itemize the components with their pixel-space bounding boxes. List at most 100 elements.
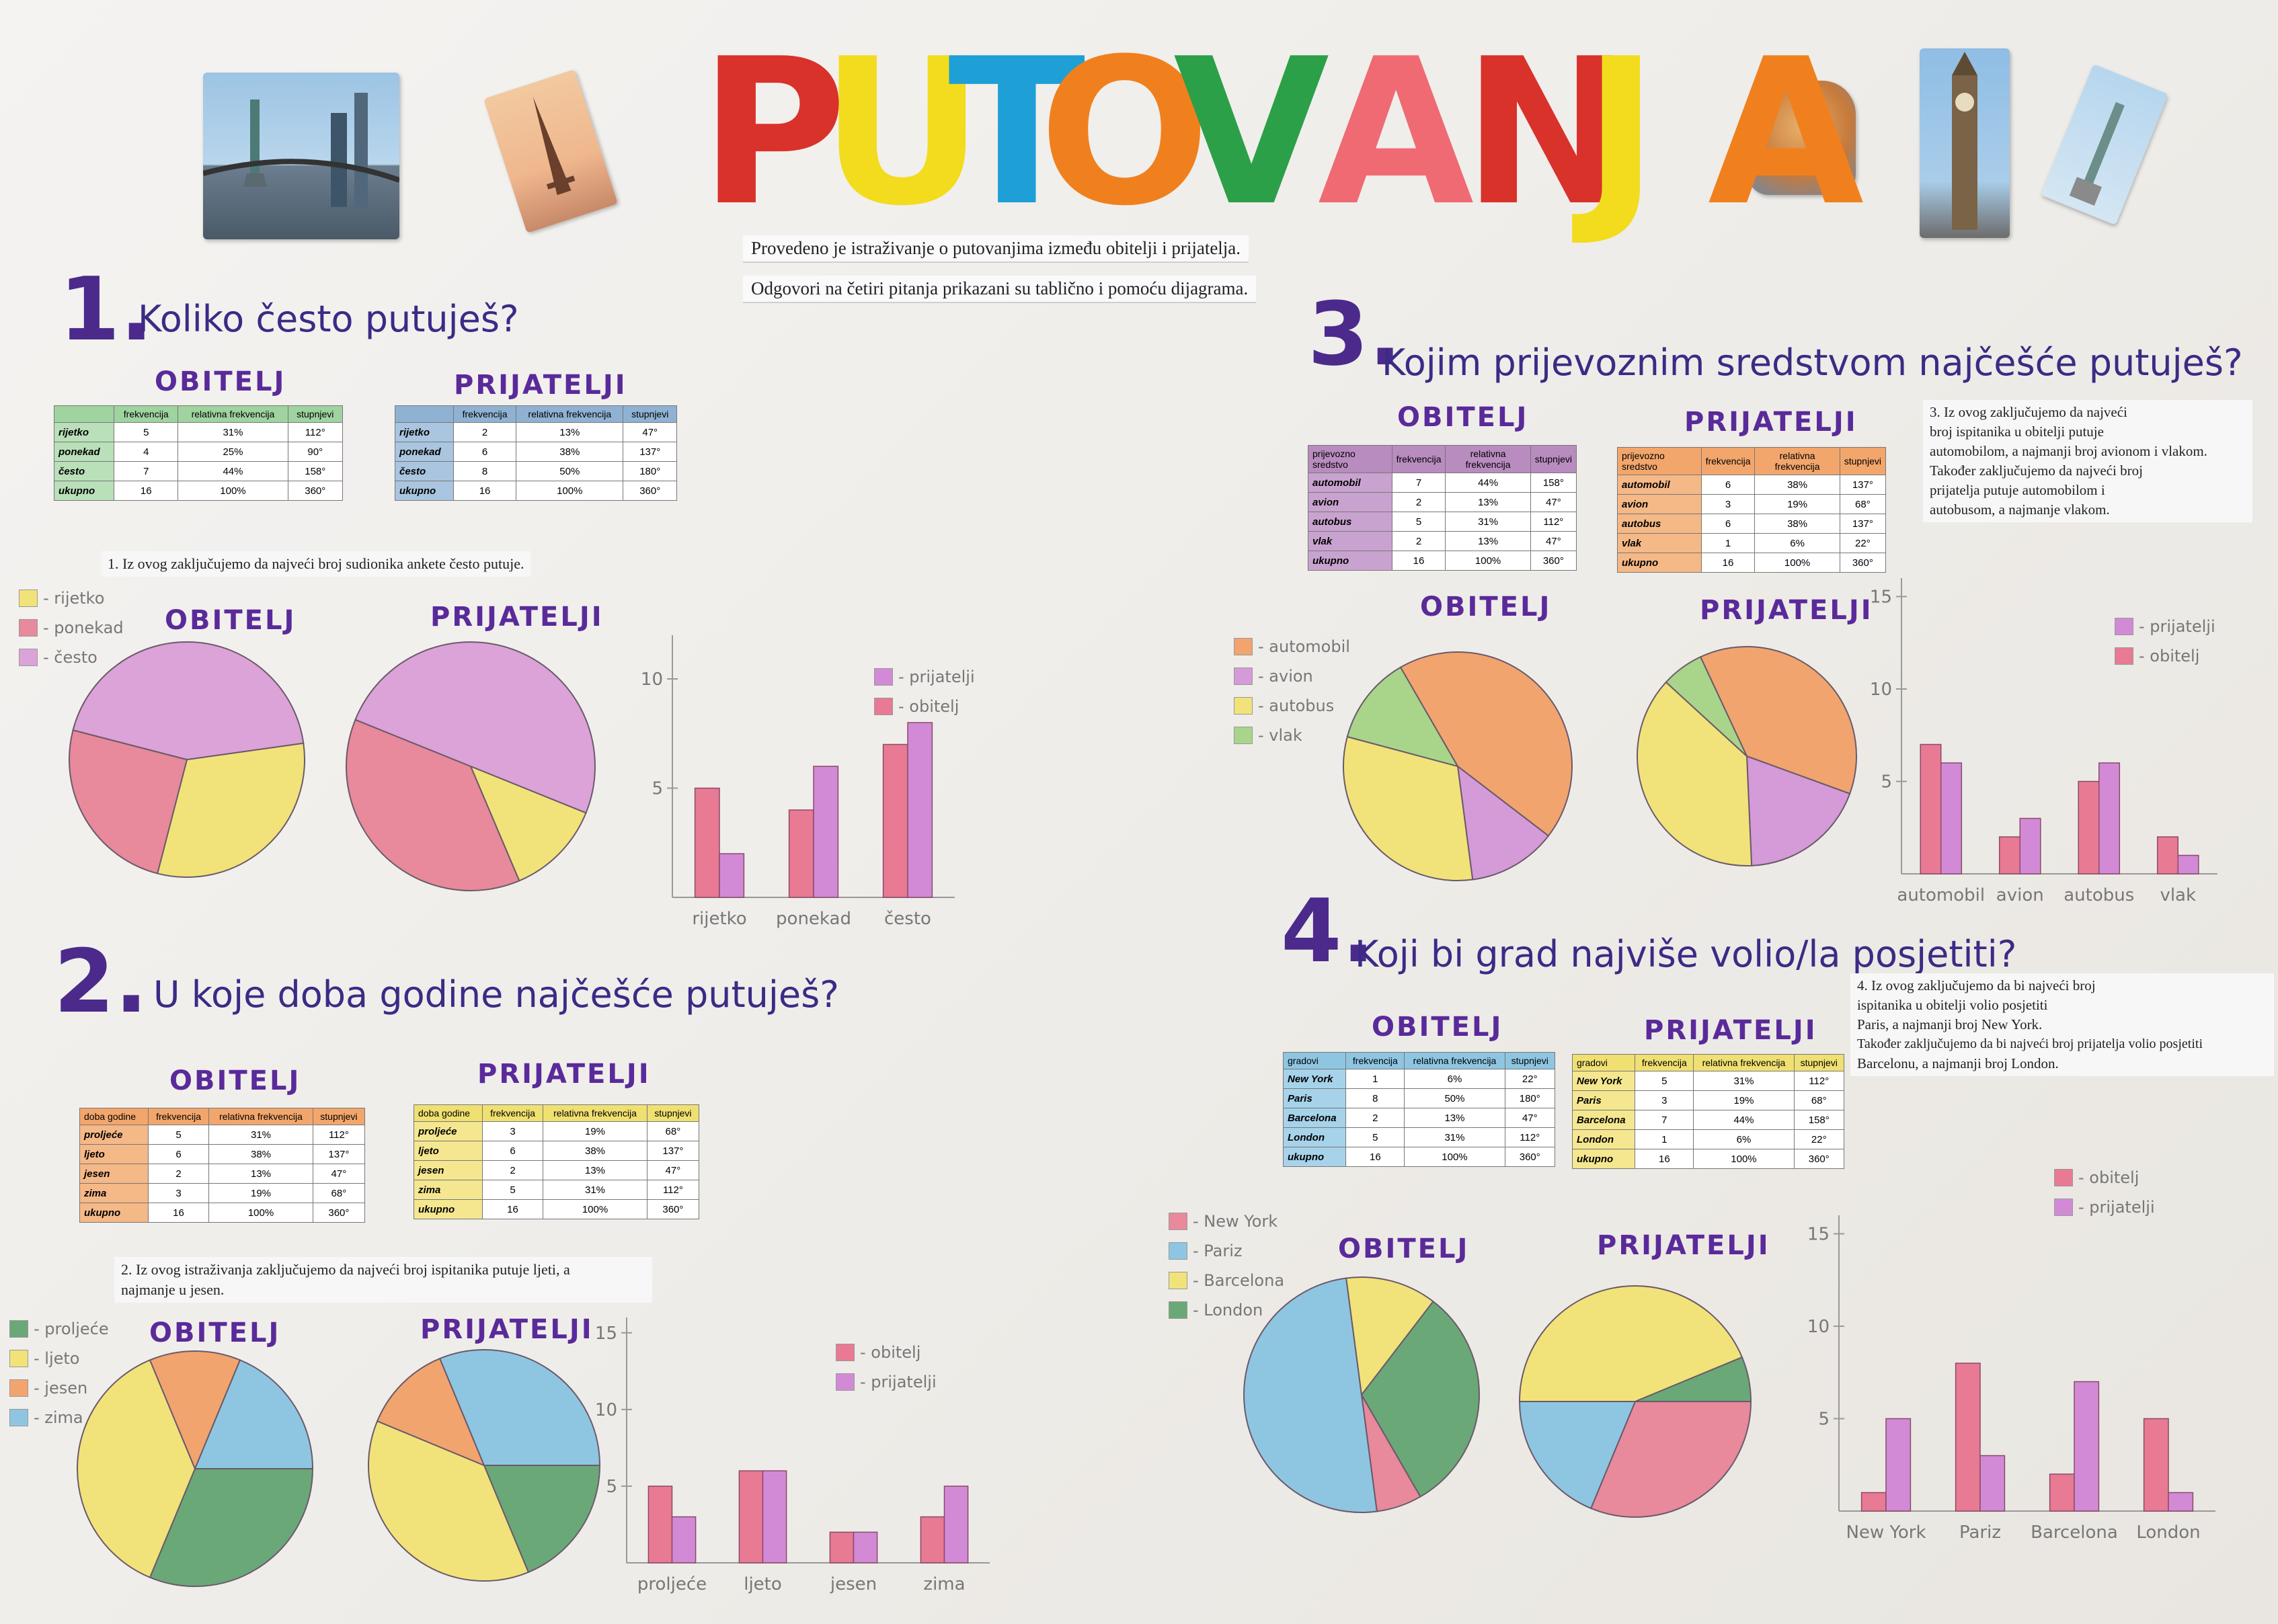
table-cell: 6: [147, 1144, 210, 1164]
q4-number: 4.: [1281, 880, 1375, 982]
photo-big-ben-icon: [1920, 48, 2010, 238]
y-tick-label: 15: [1870, 587, 1892, 608]
legend-label: - prijatelji: [860, 1373, 937, 1391]
legend-item: - često: [19, 643, 124, 672]
q3-conclusion-line: 3. Iz ovog zaključujemo da najveći: [1930, 404, 2127, 420]
q2-friends-table: doba godine frekvencija relativna frekvenc…: [414, 1104, 700, 1219]
table-header-cell: gradovi: [1282, 1052, 1347, 1069]
table-cell: 47°: [646, 1160, 700, 1180]
bar-prijatelji-automobil: [1940, 762, 1963, 875]
legend-label: - vlak: [1258, 726, 1302, 745]
legend-swatch: [9, 1320, 28, 1338]
pie-slice-ljeto: [76, 1359, 196, 1578]
table-cell: 100%: [516, 481, 624, 501]
pie-slice-rijetko: [156, 742, 305, 878]
legend-label: - avion: [1258, 667, 1313, 686]
bar-obitelj-vlak: [2156, 836, 2178, 875]
legend-label: - često: [43, 648, 97, 667]
table-cell: 5: [1345, 1127, 1405, 1147]
table-row: vlak 1 6% 22°: [1617, 533, 1887, 553]
table-cell: ukupno: [1308, 551, 1392, 571]
bar-prijatelji-pariz: [1979, 1455, 2006, 1512]
table-cell: 68°: [646, 1121, 700, 1141]
table-header-cell: prijevozno sredstvo: [1617, 447, 1702, 475]
table-cell: 19%: [1754, 494, 1840, 514]
table-row: London 1 6% 22°: [1571, 1129, 1845, 1149]
q3-conclusion: 3. Iz ovog zaključujemo da najveći broj …: [1923, 400, 2252, 522]
table-header-cell: relativna frekvencija: [178, 405, 288, 423]
table-row: ukupno 16 100% 360°: [1282, 1147, 1556, 1167]
table-row: New York 1 6% 22°: [1282, 1069, 1556, 1089]
q2-family-label: OBITELJ: [169, 1065, 301, 1096]
table-cell: 6: [453, 442, 517, 462]
table-cell: ljeto: [414, 1141, 483, 1161]
table-header-cell: frekvencija: [147, 1108, 210, 1125]
table-header-cell: stupnjevi: [646, 1104, 700, 1122]
table-cell: 112°: [1793, 1071, 1845, 1091]
table-row: ukupno 16 100% 360°: [79, 1203, 366, 1223]
table-cell: autobus: [1617, 514, 1702, 534]
pie-slice-zima: [194, 1359, 314, 1469]
table-row: ponekad 4 25% 90°: [53, 442, 344, 462]
table-cell: 31%: [1445, 512, 1531, 532]
x-tick-label: često: [884, 909, 931, 929]
pie-slice-barcelona: [1345, 1276, 1434, 1397]
table-header-cell: frekvencija: [453, 405, 517, 423]
table-cell: 180°: [1504, 1088, 1556, 1108]
q3-conclusion-line: automobilom, a najmanji broj avionom i v…: [1930, 443, 2207, 459]
x-tick-label: Pariz: [1959, 1522, 2001, 1543]
legend-item: - New York: [1169, 1207, 1284, 1236]
title-letter: A: [1708, 15, 1864, 250]
q3-family-label: OBITELJ: [1397, 402, 1529, 433]
pie-slice-vlak: [1346, 666, 1460, 768]
legend-label: - proljeće: [34, 1320, 109, 1338]
q1-conclusion: 1. Iz ovog zaključujemo da najveći broj …: [101, 551, 531, 577]
table-cell: 7: [1391, 473, 1446, 493]
q2-friends-pie-label: PRIJATELJI: [420, 1314, 594, 1345]
table-header-cell: relativna frekvencija: [543, 1104, 647, 1122]
table-cell: Paris: [1571, 1090, 1636, 1110]
pie-slice-barcelona: [1518, 1285, 1743, 1402]
title-letter: P: [699, 15, 847, 250]
q2-conclusion-line-1: 2. Iz ovog istraživanja zaključujemo da …: [121, 1261, 570, 1278]
bar-prijatelji-new-york: [1885, 1418, 1912, 1512]
pie-slice-london: [1635, 1356, 1752, 1402]
q3-friends-table: prijevozno sredstvo frekvencija relativna …: [1617, 447, 1887, 573]
legend-label: - New York: [1193, 1212, 1278, 1231]
x-tick-label: zima: [923, 1574, 965, 1594]
table-cell: 13%: [1445, 492, 1531, 512]
legend-label: - prijatelji: [2078, 1198, 2155, 1217]
x-tick-label: New York: [1846, 1522, 1926, 1543]
table-cell: 38%: [516, 442, 624, 462]
legend-swatch: [874, 668, 893, 686]
table-row: automobil 7 44% 158°: [1308, 473, 1577, 493]
legend-swatch: [1234, 727, 1253, 744]
q1-family-pie-label: OBITELJ: [165, 605, 297, 636]
table-cell: ukupno: [79, 1203, 149, 1223]
legend-label: - ljeto: [34, 1349, 80, 1368]
table-cell: 13%: [1445, 531, 1531, 551]
table-header-cell: frekvencija: [1635, 1054, 1694, 1071]
title-letter: J: [1583, 15, 1659, 250]
legend-swatch: [1234, 667, 1253, 685]
q4-family-table: gradovi frekvencija relativna frekvencija s…: [1282, 1052, 1556, 1167]
bar-obitelj-rijetko: [694, 787, 720, 898]
title-letter: T: [948, 15, 1086, 250]
legend-swatch: [836, 1344, 855, 1361]
table-row: ponekad 6 38% 137°: [394, 442, 677, 462]
table-cell: 112°: [1504, 1127, 1556, 1147]
legend-swatch: [2115, 647, 2133, 665]
legend-label: - jesen: [34, 1379, 88, 1397]
table-cell: 100%: [1445, 551, 1531, 571]
legend-swatch: [19, 590, 38, 607]
table-cell: 68°: [1839, 494, 1887, 514]
pie-slice-ljeto: [368, 1420, 530, 1582]
table-cell: 47°: [1530, 492, 1577, 512]
table-row: automobil 6 38% 137°: [1617, 475, 1887, 495]
q1-question: Koliko često putuješ?: [138, 298, 519, 340]
legend-item: - prijatelji: [2115, 612, 2215, 641]
photo-eiffel-tower-icon: [483, 69, 618, 233]
bar-prijatelji-rijetko: [719, 853, 745, 898]
table-header-cell: [394, 405, 455, 423]
legend-swatch: [19, 649, 38, 666]
